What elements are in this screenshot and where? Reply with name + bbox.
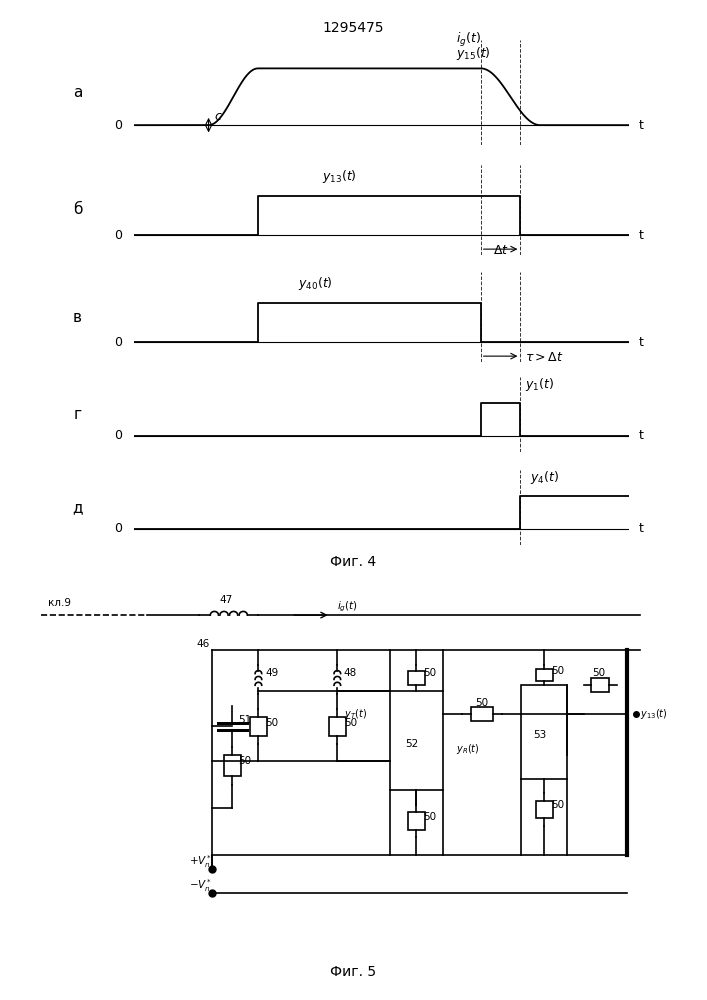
Bar: [408, 812, 425, 830]
Text: 50: 50: [551, 800, 564, 810]
Text: 52: 52: [405, 739, 419, 749]
Bar: [250, 717, 267, 736]
Text: 50: 50: [551, 666, 564, 676]
Text: t: t: [639, 429, 644, 442]
Text: Фиг. 4: Фиг. 4: [330, 555, 377, 569]
Text: в: в: [73, 310, 82, 324]
Bar: [329, 717, 346, 736]
Text: 0: 0: [114, 429, 122, 442]
Text: $y_4(t)$: $y_4(t)$: [530, 469, 559, 486]
Text: 47: 47: [219, 595, 232, 605]
Text: $y_T(t)$: $y_T(t)$: [344, 707, 367, 721]
Text: $y_1(t)$: $y_1(t)$: [525, 376, 554, 393]
Text: 51: 51: [239, 715, 252, 725]
Bar: [522, 685, 568, 779]
Text: 53: 53: [533, 730, 547, 740]
Text: 50: 50: [265, 718, 278, 728]
Text: б: б: [73, 202, 82, 218]
Text: $i_g(t)$: $i_g(t)$: [337, 600, 358, 614]
Text: 50: 50: [423, 812, 436, 822]
Text: t: t: [639, 119, 644, 132]
Text: $+V_n^*$: $+V_n^*$: [189, 853, 213, 870]
Text: 0: 0: [114, 336, 122, 349]
Text: c: c: [214, 110, 221, 123]
Text: Фиг. 5: Фиг. 5: [330, 965, 377, 979]
Text: 50: 50: [344, 718, 357, 728]
Text: 48: 48: [344, 668, 357, 678]
Text: 50: 50: [239, 756, 252, 766]
Bar: [390, 691, 443, 790]
Text: $y_{13}(t)$: $y_{13}(t)$: [640, 707, 667, 721]
Bar: [536, 669, 553, 681]
Text: $y_{40}(t)$: $y_{40}(t)$: [298, 275, 332, 292]
Text: $y_R(t)$: $y_R(t)$: [456, 742, 479, 756]
Text: д: д: [72, 500, 83, 515]
Text: 0: 0: [114, 522, 122, 535]
Bar: [408, 671, 425, 685]
Text: 0: 0: [114, 229, 122, 242]
Text: г: г: [74, 407, 81, 422]
Text: а: а: [73, 85, 82, 100]
Text: 1295475: 1295475: [323, 21, 384, 35]
Text: $y_{15}(t)$: $y_{15}(t)$: [456, 45, 491, 62]
Text: t: t: [639, 522, 644, 535]
Text: t: t: [639, 229, 644, 242]
Text: 50: 50: [423, 668, 436, 678]
Text: кл.9: кл.9: [48, 598, 71, 608]
Text: t: t: [639, 336, 644, 349]
Text: $-V_n^*$: $-V_n^*$: [189, 877, 213, 894]
Text: 0: 0: [114, 119, 122, 132]
Bar: [536, 801, 553, 818]
Text: 49: 49: [265, 668, 279, 678]
Text: 50: 50: [592, 668, 606, 678]
Text: $i_g(t)$: $i_g(t)$: [456, 31, 481, 49]
Bar: [471, 707, 493, 721]
Text: $\Delta t$: $\Delta t$: [493, 244, 508, 257]
Text: 46: 46: [196, 639, 209, 649]
Text: 50: 50: [475, 698, 489, 708]
Bar: [223, 755, 240, 776]
Bar: [591, 678, 609, 692]
Text: $\tau > \Delta t$: $\tau > \Delta t$: [525, 351, 564, 364]
Text: $y_{13}(t)$: $y_{13}(t)$: [322, 168, 357, 185]
